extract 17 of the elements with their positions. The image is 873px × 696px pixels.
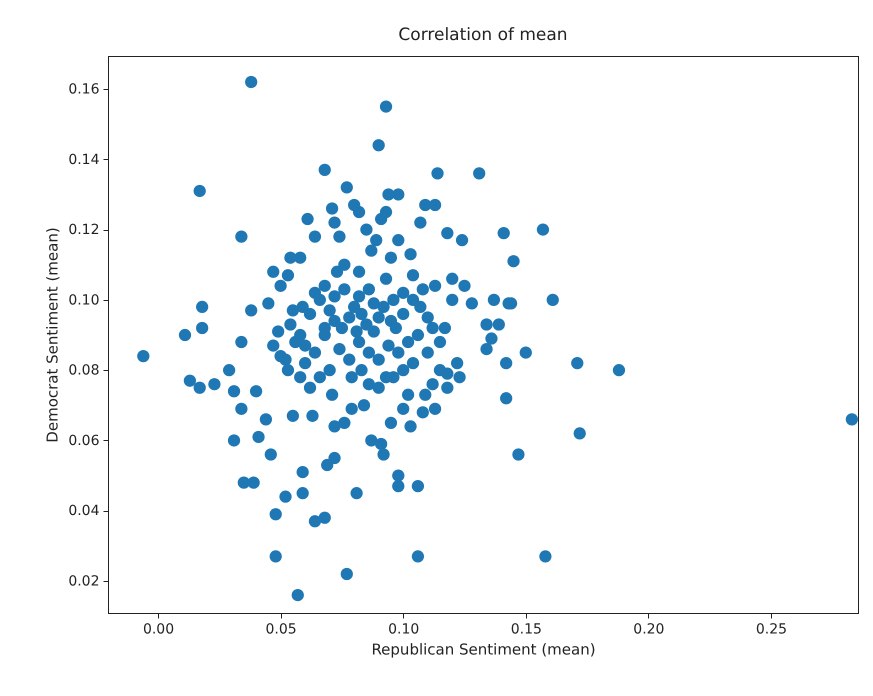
y-tick-label: 0.04 [68,503,100,520]
y-tick-label: 0.06 [68,432,100,449]
chart-title: Correlation of mean [398,25,568,45]
y-tick-label: 0.10 [68,292,100,308]
x-tick-label: 0.15 [510,622,542,638]
x-tick-label: 0.05 [266,622,297,638]
x-tick-label: 0.25 [756,622,788,638]
x-tick-label: 0.00 [142,622,174,638]
y-tick-label: 0.02 [68,574,100,590]
y-tick-label: 0.08 [68,362,100,379]
x-tick-label: 0.10 [388,622,420,638]
y-axis-title: Democrat Sentiment (mean) [43,227,62,443]
y-tick-label: 0.14 [68,152,100,168]
y-tick-label: 0.16 [68,82,100,98]
x-tick-label: 0.20 [633,622,664,638]
y-tick-label: 0.12 [68,222,100,238]
x-axis-title: Republican Sentiment (mean) [371,640,596,658]
